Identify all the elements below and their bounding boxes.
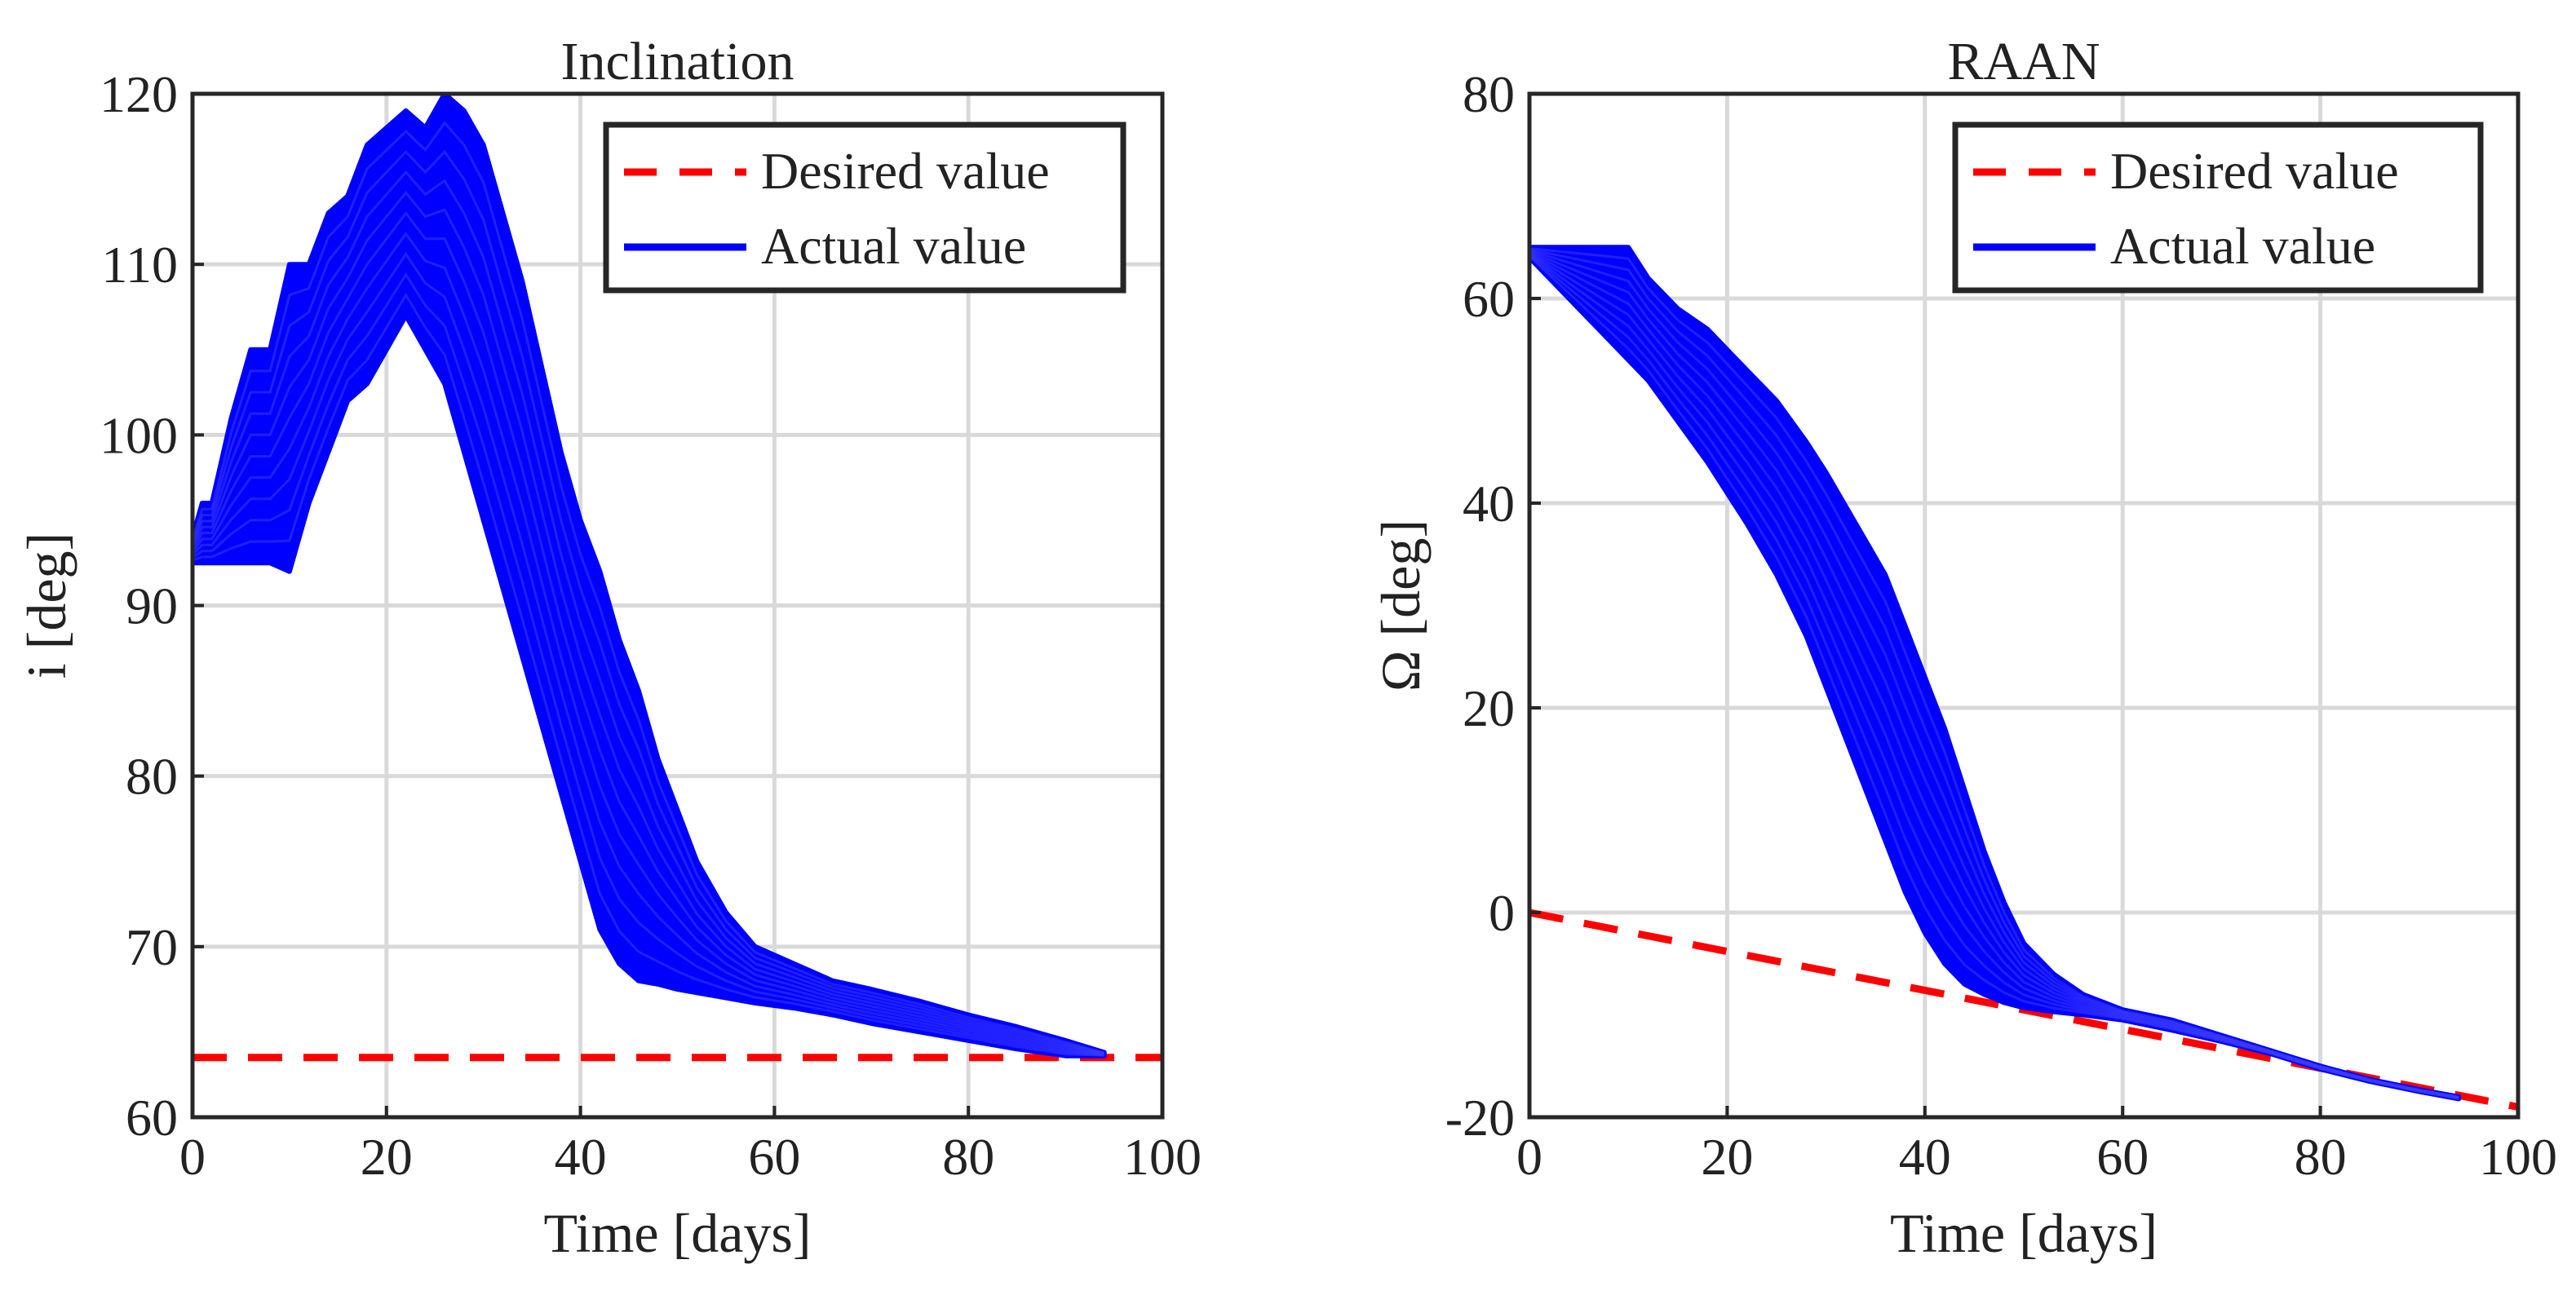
legend-entry: Actual value	[761, 217, 1026, 275]
y-tick-label: 80	[1463, 65, 1515, 123]
actual-value-trajectory	[193, 210, 1104, 1056]
x-tick-label: 60	[748, 1128, 800, 1186]
x-tick-label: 80	[2295, 1128, 2347, 1186]
axes-box	[1527, 91, 2521, 1120]
chart-inclination-panel: 0 20 40 60 80 100 60 70 80 90 100 110 120 Inclination…	[15, 32, 1202, 1264]
y-tick-label: 70	[126, 918, 178, 976]
legend-box	[1952, 122, 2484, 294]
actual-value-trajectory	[193, 231, 1104, 1056]
x-tick-label: 20	[1701, 1128, 1753, 1186]
x-tick-label: 40	[1899, 1128, 1951, 1186]
legend-entry: Desired value	[761, 142, 1050, 200]
y-tick-label: 90	[126, 577, 178, 635]
plot-series	[1529, 245, 2518, 1111]
y-tick-label: 80	[126, 748, 178, 806]
legend-entry: Actual value	[2110, 217, 2375, 275]
legend: Desired value Actual value	[1952, 122, 2484, 294]
legend-box	[603, 122, 1126, 294]
y-axis-label: i [deg]	[15, 533, 77, 678]
chart-title: Inclination	[561, 32, 794, 91]
y-tick-label: -20	[1445, 1089, 1515, 1147]
legend: Desired value Actual value	[603, 122, 1126, 294]
actual-value-trajectory	[193, 149, 1105, 1054]
x-axis-label: Time [days]	[543, 1202, 811, 1264]
actual-value-trajectory	[193, 190, 1104, 1055]
x-tick-label: 0	[179, 1128, 206, 1186]
x-tick-label: 20	[361, 1128, 413, 1186]
x-tick-label: 80	[942, 1128, 994, 1186]
y-tick-label: 100	[100, 406, 178, 464]
actual-value-trajectory	[193, 272, 1104, 1057]
y-tick-label: 120	[100, 65, 178, 123]
y-tick-label: 20	[1463, 679, 1515, 737]
chart-title: RAAN	[1947, 32, 2100, 91]
legend-entry: Desired value	[2110, 142, 2399, 200]
actual-value-trajectory	[193, 170, 1105, 1055]
actual-value-trajectory	[1529, 247, 2459, 1098]
y-tick-label: 110	[101, 236, 178, 294]
y-axis-label: Ω [deg]	[1370, 519, 1432, 692]
x-tick-label: 100	[1123, 1128, 1202, 1186]
y-tick-label: 0	[1489, 884, 1515, 942]
actual-value-trajectory	[193, 121, 1105, 1054]
y-tick-label: 60	[126, 1089, 178, 1147]
x-tick-label: 0	[1516, 1128, 1543, 1186]
actual-value-trajectory	[193, 292, 1104, 1057]
actual-value-trajectory	[193, 251, 1104, 1056]
y-tick-label: 60	[1463, 270, 1515, 328]
x-axis-label: Time [days]	[1890, 1202, 2158, 1264]
y-tick-label: 40	[1463, 475, 1515, 533]
x-tick-label: 100	[2479, 1128, 2557, 1186]
x-tick-label: 40	[555, 1128, 607, 1186]
plot-series	[193, 94, 1162, 1062]
x-tick-label: 60	[2096, 1128, 2149, 1186]
